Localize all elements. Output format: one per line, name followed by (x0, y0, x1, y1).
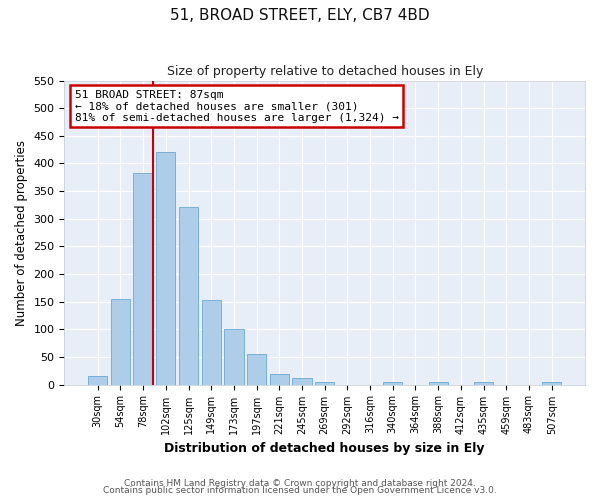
Bar (133, 173, 153, 384)
Bar (202, 300, 221, 384)
Bar (247, 354, 266, 384)
Text: Contains public sector information licensed under the Open Government Licence v3: Contains public sector information licen… (103, 486, 497, 495)
Bar (474, 382, 493, 384)
Bar (88, 376, 107, 384)
Bar (315, 382, 334, 384)
X-axis label: Distribution of detached houses by size in Ely: Distribution of detached houses by size … (164, 442, 485, 455)
Title: Size of property relative to detached houses in Ely: Size of property relative to detached ho… (167, 65, 483, 78)
Text: 51, BROAD STREET, ELY, CB7 4BD: 51, BROAD STREET, ELY, CB7 4BD (170, 8, 430, 22)
Bar (156, 152, 175, 384)
Bar (224, 330, 244, 384)
Y-axis label: Number of detached properties: Number of detached properties (15, 140, 28, 326)
Bar (428, 382, 448, 384)
Text: Contains HM Land Registry data © Crown copyright and database right 2024.: Contains HM Land Registry data © Crown c… (124, 478, 476, 488)
Text: 51 BROAD STREET: 87sqm
← 18% of detached houses are smaller (301)
81% of semi-de: 51 BROAD STREET: 87sqm ← 18% of detached… (75, 90, 399, 123)
Bar (269, 374, 289, 384)
Bar (542, 382, 562, 384)
Bar (179, 206, 198, 384)
Bar (383, 382, 403, 384)
Bar (111, 299, 130, 384)
Bar (292, 378, 311, 384)
